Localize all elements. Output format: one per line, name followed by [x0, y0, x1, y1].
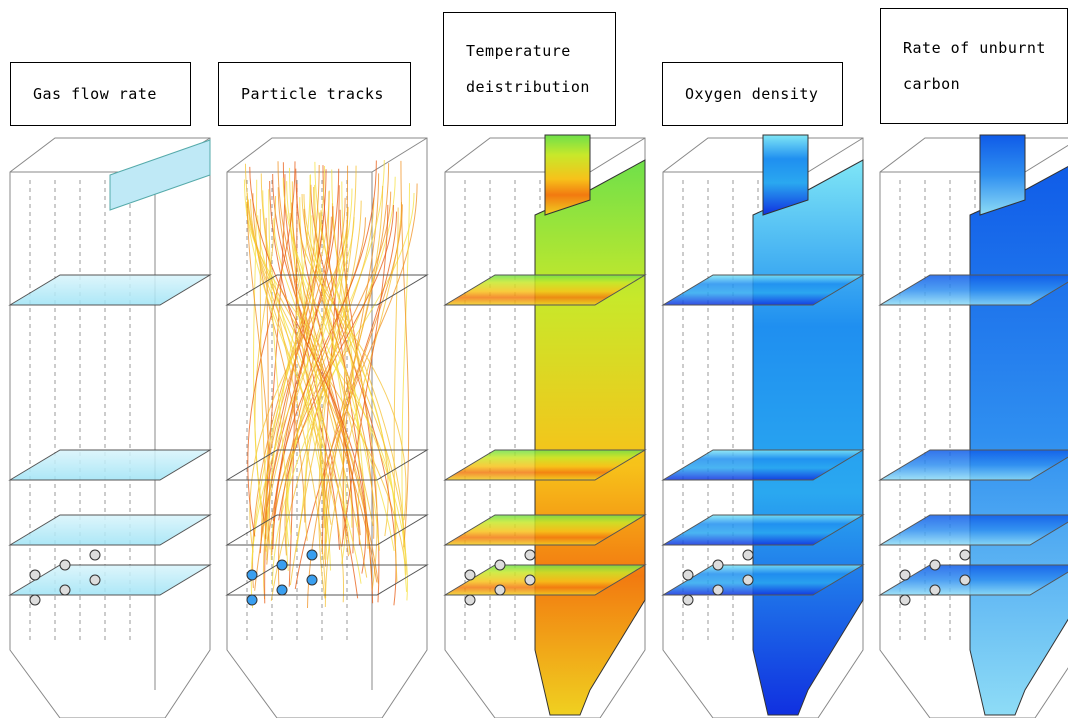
burner [930, 560, 940, 570]
label-line: Oxygen density [685, 76, 842, 112]
burner [60, 585, 70, 595]
label-line: deistribution [466, 69, 615, 105]
burner [683, 570, 693, 580]
panel-label: Gas flow rate [10, 62, 191, 126]
burner [900, 570, 910, 580]
burner [465, 570, 475, 580]
burner [743, 550, 753, 560]
burner [900, 595, 910, 605]
panel-label: Oxygen density [662, 62, 843, 126]
burner [465, 595, 475, 605]
burner [683, 595, 693, 605]
figure: Gas flow rate Particle tracks Temperatured… [0, 0, 1068, 718]
boiler-outline [10, 138, 210, 718]
burner [277, 585, 287, 595]
burner [713, 560, 723, 570]
label-line: Rate of unburnt [903, 30, 1067, 66]
burner [713, 585, 723, 595]
label-line: Particle tracks [241, 76, 410, 112]
burner [90, 575, 100, 585]
burner [960, 575, 970, 585]
label-line: Temperature [466, 33, 615, 69]
burner [60, 560, 70, 570]
burner [307, 550, 317, 560]
burner [930, 585, 940, 595]
burner [247, 595, 257, 605]
burner [90, 550, 100, 560]
panel-label: Particle tracks [218, 62, 411, 126]
burner [525, 550, 535, 560]
label-line: Gas flow rate [33, 76, 190, 112]
burner [277, 560, 287, 570]
burner [960, 550, 970, 560]
burner [525, 575, 535, 585]
burner [743, 575, 753, 585]
section-slab [970, 160, 1068, 715]
burner [495, 560, 505, 570]
burner [247, 570, 257, 580]
burner [307, 575, 317, 585]
burner [30, 570, 40, 580]
burner [30, 595, 40, 605]
label-line: carbon [903, 66, 1067, 102]
burner [495, 585, 505, 595]
